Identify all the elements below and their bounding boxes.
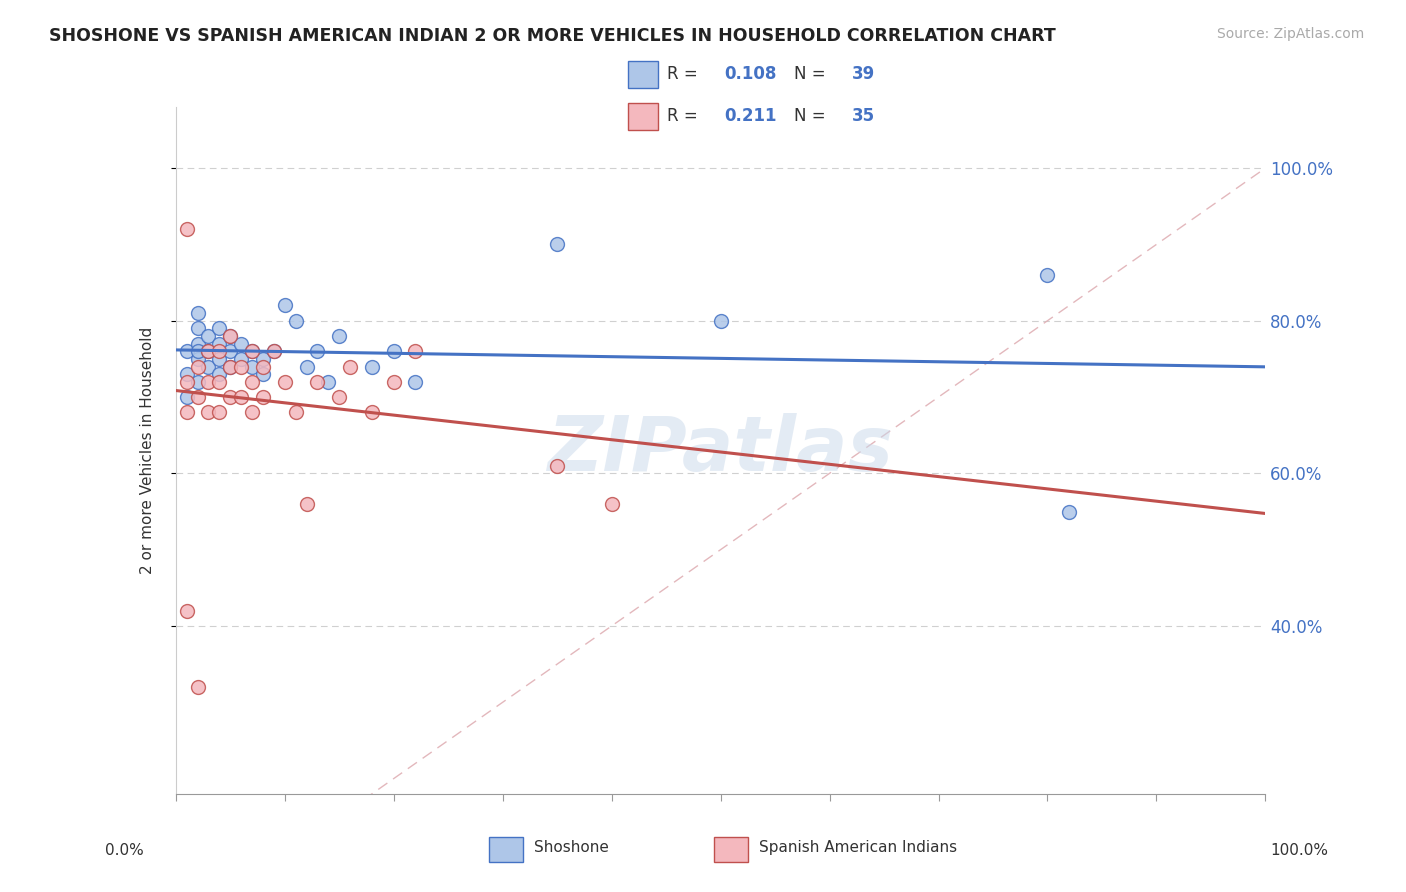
Point bbox=[240, 344, 263, 359]
Point bbox=[176, 367, 198, 381]
Point bbox=[186, 359, 209, 374]
Point bbox=[208, 336, 231, 351]
Point bbox=[219, 329, 242, 343]
Text: 35: 35 bbox=[852, 107, 875, 126]
Text: Source: ZipAtlas.com: Source: ZipAtlas.com bbox=[1216, 27, 1364, 41]
Point bbox=[197, 359, 219, 374]
Point bbox=[307, 344, 329, 359]
Point bbox=[240, 344, 263, 359]
Point bbox=[208, 405, 231, 419]
Text: 0.108: 0.108 bbox=[724, 65, 778, 84]
Point bbox=[208, 375, 231, 389]
Text: N =: N = bbox=[794, 65, 831, 84]
Point bbox=[382, 375, 405, 389]
Point bbox=[546, 458, 568, 473]
Point bbox=[405, 375, 427, 389]
Text: R =: R = bbox=[666, 65, 703, 84]
Point bbox=[186, 351, 209, 366]
Point bbox=[1057, 504, 1080, 518]
Point bbox=[186, 321, 209, 335]
Point bbox=[252, 390, 274, 404]
Point bbox=[360, 405, 382, 419]
Point bbox=[197, 329, 219, 343]
Point bbox=[295, 497, 318, 511]
Point bbox=[231, 336, 253, 351]
Text: 100.0%: 100.0% bbox=[1271, 843, 1329, 858]
Text: ZIPatlas: ZIPatlas bbox=[547, 414, 894, 487]
Point bbox=[176, 222, 198, 236]
Point bbox=[382, 344, 405, 359]
Point bbox=[284, 405, 307, 419]
Point bbox=[219, 329, 242, 343]
Point bbox=[405, 344, 427, 359]
Point bbox=[186, 344, 209, 359]
Point bbox=[1036, 268, 1059, 282]
Point bbox=[240, 405, 263, 419]
Y-axis label: 2 or more Vehicles in Household: 2 or more Vehicles in Household bbox=[141, 326, 155, 574]
Point bbox=[186, 390, 209, 404]
Point bbox=[208, 321, 231, 335]
Point bbox=[219, 344, 242, 359]
Point bbox=[176, 344, 198, 359]
Text: 0.0%: 0.0% bbox=[105, 843, 145, 858]
Point bbox=[231, 351, 253, 366]
Point bbox=[186, 375, 209, 389]
Point bbox=[186, 336, 209, 351]
Point bbox=[240, 375, 263, 389]
Bar bbox=[627, 62, 658, 87]
Bar bbox=[714, 837, 748, 862]
Point bbox=[176, 375, 198, 389]
Text: N =: N = bbox=[794, 107, 831, 126]
Point bbox=[600, 497, 623, 511]
Bar bbox=[627, 103, 658, 129]
Point bbox=[546, 237, 568, 252]
Point bbox=[263, 344, 285, 359]
Text: 39: 39 bbox=[852, 65, 875, 84]
Point bbox=[328, 390, 350, 404]
Point bbox=[219, 359, 242, 374]
Point bbox=[197, 344, 219, 359]
Point bbox=[307, 375, 329, 389]
Point bbox=[274, 298, 297, 312]
Point bbox=[186, 306, 209, 320]
Point bbox=[219, 359, 242, 374]
Point bbox=[252, 367, 274, 381]
Point bbox=[176, 604, 198, 618]
Text: 0.211: 0.211 bbox=[724, 107, 778, 126]
Point bbox=[284, 314, 307, 328]
Point bbox=[208, 351, 231, 366]
Point bbox=[197, 344, 219, 359]
Point bbox=[197, 375, 219, 389]
Point bbox=[252, 359, 274, 374]
Point bbox=[231, 359, 253, 374]
Point bbox=[231, 390, 253, 404]
Point bbox=[339, 359, 361, 374]
Text: R =: R = bbox=[666, 107, 703, 126]
Point bbox=[360, 359, 382, 374]
Text: Shoshone: Shoshone bbox=[534, 840, 609, 855]
Point bbox=[295, 359, 318, 374]
Point bbox=[252, 351, 274, 366]
Point bbox=[274, 375, 297, 389]
Point bbox=[240, 359, 263, 374]
Point bbox=[710, 314, 733, 328]
Point bbox=[176, 405, 198, 419]
Point bbox=[263, 344, 285, 359]
Point bbox=[176, 390, 198, 404]
Point bbox=[197, 405, 219, 419]
Text: Spanish American Indians: Spanish American Indians bbox=[759, 840, 957, 855]
Point bbox=[318, 375, 340, 389]
Text: SHOSHONE VS SPANISH AMERICAN INDIAN 2 OR MORE VEHICLES IN HOUSEHOLD CORRELATION : SHOSHONE VS SPANISH AMERICAN INDIAN 2 OR… bbox=[49, 27, 1056, 45]
Point bbox=[219, 390, 242, 404]
Point bbox=[186, 680, 209, 694]
Bar bbox=[489, 837, 523, 862]
Point bbox=[208, 367, 231, 381]
Point bbox=[208, 344, 231, 359]
Point bbox=[328, 329, 350, 343]
